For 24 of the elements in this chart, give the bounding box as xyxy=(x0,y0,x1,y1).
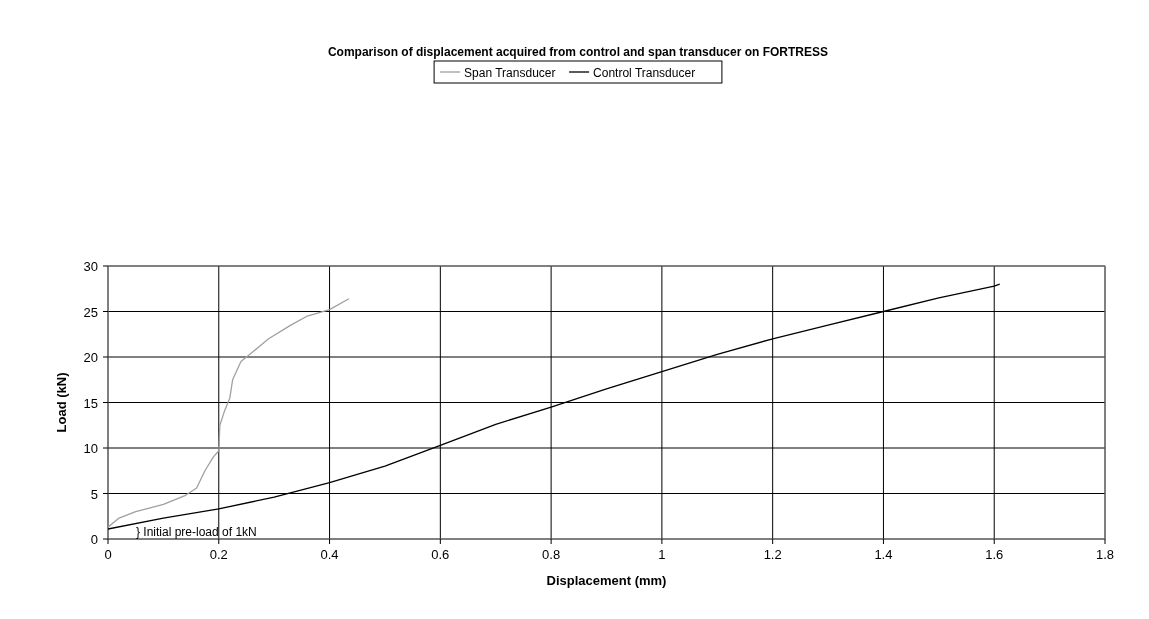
legend-label: Span Transducer xyxy=(464,65,556,80)
y-tick-label: 15 xyxy=(83,395,98,411)
y-tick-label: 20 xyxy=(83,350,98,365)
x-tick-label: 1.2 xyxy=(763,547,782,562)
x-tick-label: 0.6 xyxy=(431,547,450,562)
x-tick-label: 1.4 xyxy=(874,547,893,562)
y-tick-label: 25 xyxy=(83,304,98,320)
x-tick-label: 0 xyxy=(104,547,112,562)
x-axis-title: Displacement (mm) xyxy=(546,573,667,588)
x-tick-label: 0.8 xyxy=(542,547,561,562)
y-tick-label: 30 xyxy=(83,259,98,274)
chart-title: Comparison of displacement acquired from control and span transducer on FORTRESS xyxy=(327,45,829,59)
y-tick-label: 5 xyxy=(90,486,98,502)
line-series xyxy=(108,298,350,528)
x-tick-label: 1 xyxy=(658,547,666,562)
y-tick-label: 0 xyxy=(90,532,98,547)
legend-label: Control Transducer xyxy=(593,65,696,80)
x-tick-label: 0.2 xyxy=(209,547,228,562)
y-tick-label: 10 xyxy=(83,441,98,456)
x-tick-label: 1.6 xyxy=(985,547,1004,562)
annotation: } Initial pre-load of 1kN xyxy=(136,525,257,539)
y-axis-title: Load (kN) xyxy=(54,372,69,433)
x-tick-label: 1.8 xyxy=(1095,547,1115,562)
x-tick-label: 0.4 xyxy=(320,547,339,562)
